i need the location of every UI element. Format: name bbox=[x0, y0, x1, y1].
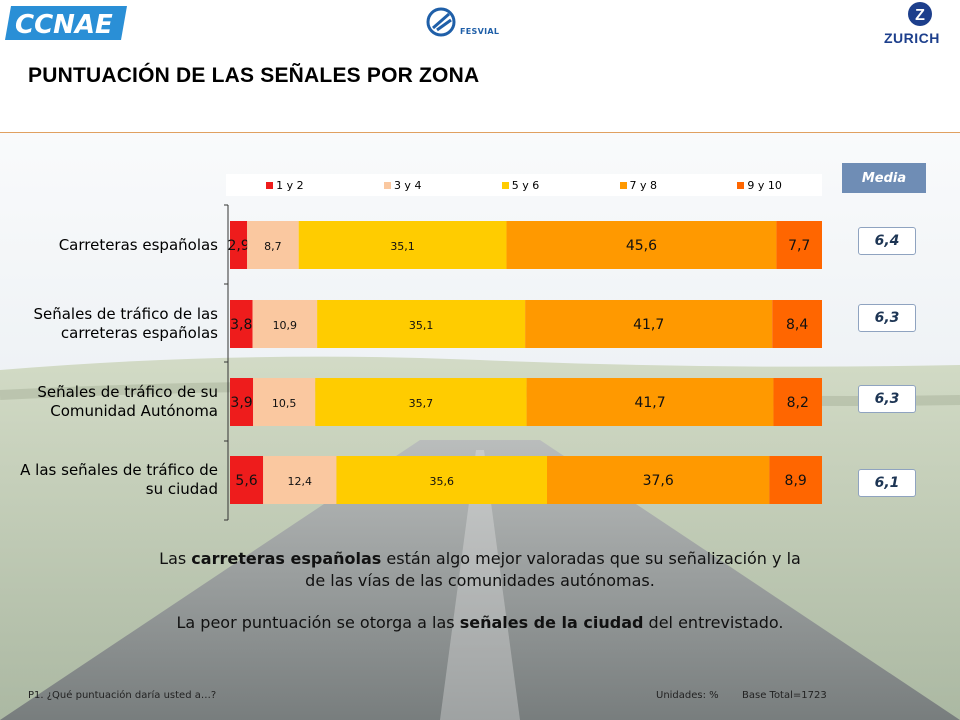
summary-text: están algo mejor valoradas que su señali… bbox=[381, 549, 801, 568]
summary-text: Las bbox=[159, 549, 192, 568]
zurich-logo-mark: Z bbox=[908, 2, 932, 26]
category-label-line: Señales de tráfico de su bbox=[37, 383, 218, 401]
legend-label: 5 y 6 bbox=[511, 178, 540, 192]
data-label: 35,7 bbox=[409, 397, 434, 410]
legend-label: 9 y 10 bbox=[747, 178, 782, 192]
bar-segment bbox=[769, 456, 822, 504]
data-label: 45,6 bbox=[626, 238, 657, 254]
bar-segment bbox=[336, 456, 547, 504]
data-label: 8,4 bbox=[786, 317, 808, 333]
footer-units: Unidades: % bbox=[656, 690, 719, 701]
bar-segment bbox=[317, 300, 526, 348]
zurich-logo-text: ZURICH bbox=[884, 30, 940, 46]
page-title: PUNTUACIÓN DE LAS SEÑALES POR ZONA bbox=[28, 64, 480, 87]
legend-item: 7 y 8 bbox=[619, 178, 658, 192]
legend-swatch bbox=[383, 181, 391, 189]
data-label: 8,9 bbox=[785, 473, 807, 489]
data-label: 37,6 bbox=[643, 473, 674, 489]
data-label: 35,1 bbox=[390, 240, 415, 253]
summary-text: La peor puntuación se otorga a las bbox=[176, 613, 460, 632]
legend-item: 1 y 2 bbox=[266, 179, 304, 192]
bar-segment bbox=[230, 456, 264, 504]
bar-segment bbox=[230, 221, 248, 269]
bar-segment bbox=[525, 300, 773, 348]
media-value: 6,3 bbox=[858, 304, 916, 332]
bar-segment bbox=[298, 221, 507, 269]
bar-segment bbox=[230, 300, 253, 348]
data-label: 41,7 bbox=[634, 395, 665, 411]
legend-swatch bbox=[501, 181, 509, 189]
category-label: Señales de tráfico de las carreteras espa… bbox=[20, 305, 218, 343]
legend-item: 5 y 6 bbox=[501, 178, 540, 192]
data-label: 3,8 bbox=[230, 317, 252, 333]
data-label: 10,5 bbox=[272, 397, 297, 410]
data-label: 7,7 bbox=[788, 238, 810, 254]
category-label-line: carreteras españolas bbox=[60, 324, 218, 342]
legend-swatch bbox=[619, 181, 627, 189]
category-label-line: su ciudad bbox=[145, 480, 218, 498]
media-header: Media bbox=[842, 163, 926, 193]
legend-item: 3 y 4 bbox=[383, 178, 422, 192]
footer-base: Base Total=1723 bbox=[742, 690, 827, 701]
fesvial-logo-text: FESVIAL bbox=[460, 27, 500, 36]
category-label-line: Señales de tráfico de las bbox=[33, 305, 218, 323]
legend-label: 3 y 4 bbox=[393, 178, 422, 192]
category-label-line: Carreteras españolas bbox=[58, 235, 218, 254]
bar-segment bbox=[776, 221, 822, 269]
bar-segment bbox=[230, 378, 254, 426]
header-band bbox=[0, 0, 960, 133]
summary-text: de las vías de las comunidades autónomas… bbox=[305, 571, 655, 590]
ccnae-logo-text: CCNAE bbox=[15, 10, 113, 40]
bar-segment bbox=[526, 378, 774, 426]
ccnae-logo: CCNAE bbox=[5, 6, 127, 40]
category-label-line: Comunidad Autónoma bbox=[50, 402, 218, 420]
bar-segment bbox=[772, 300, 822, 348]
category-label: Señales de tráfico de su Comunidad Autóno… bbox=[20, 383, 218, 421]
bar-segment bbox=[315, 378, 527, 426]
chart-legend: 1 y 2 3 y 4 5 y 6 7 y 8 9 y 10 bbox=[226, 174, 822, 196]
summary-highlight: carreteras españolas bbox=[191, 549, 382, 568]
data-label: 3,9 bbox=[230, 395, 252, 411]
legend-swatch bbox=[737, 181, 745, 189]
media-value: 6,4 bbox=[858, 227, 916, 255]
legend-item: 9 y 10 bbox=[737, 179, 782, 192]
bar-segment bbox=[546, 456, 770, 504]
summary-paragraph-2: La peor puntuación se otorga a las señal… bbox=[60, 612, 900, 634]
category-label-line: A las señales de tráfico de bbox=[20, 461, 218, 479]
data-label: 5,6 bbox=[235, 473, 257, 489]
data-label: 8,2 bbox=[787, 395, 809, 411]
data-label: 10,9 bbox=[273, 319, 298, 332]
legend-label: 7 y 8 bbox=[629, 178, 658, 192]
summary-paragraph-1: Las carreteras españolas están algo mejo… bbox=[60, 548, 900, 592]
data-label: 35,1 bbox=[409, 319, 434, 332]
bar-segment bbox=[247, 221, 299, 269]
data-label: 8,7 bbox=[264, 240, 282, 253]
fesvial-logo-mark bbox=[426, 7, 456, 37]
data-label: 35,6 bbox=[429, 475, 454, 488]
category-label: A las señales de tráfico de su ciudad bbox=[20, 461, 218, 499]
legend-label: 1 y 2 bbox=[276, 178, 304, 192]
data-label: 12,4 bbox=[288, 475, 313, 488]
summary-highlight: señales de la ciudad bbox=[459, 613, 644, 632]
data-label: 41,7 bbox=[633, 317, 664, 333]
bar-segment bbox=[252, 300, 318, 348]
footer-question: P1. ¿Qué puntuación daría usted a…? bbox=[28, 690, 217, 701]
bar-segment bbox=[773, 378, 822, 426]
bar-segment bbox=[253, 378, 316, 426]
media-value: 6,1 bbox=[858, 469, 916, 497]
media-value: 6,3 bbox=[858, 385, 916, 413]
bar-segment bbox=[506, 221, 777, 269]
summary-text: del entrevistado. bbox=[643, 613, 784, 632]
data-label: 2,9 bbox=[227, 238, 249, 254]
bar-segment bbox=[263, 456, 337, 504]
legend-swatch bbox=[266, 181, 274, 189]
category-label: Carreteras españolas bbox=[20, 236, 218, 255]
svg-text:Z: Z bbox=[915, 7, 925, 24]
